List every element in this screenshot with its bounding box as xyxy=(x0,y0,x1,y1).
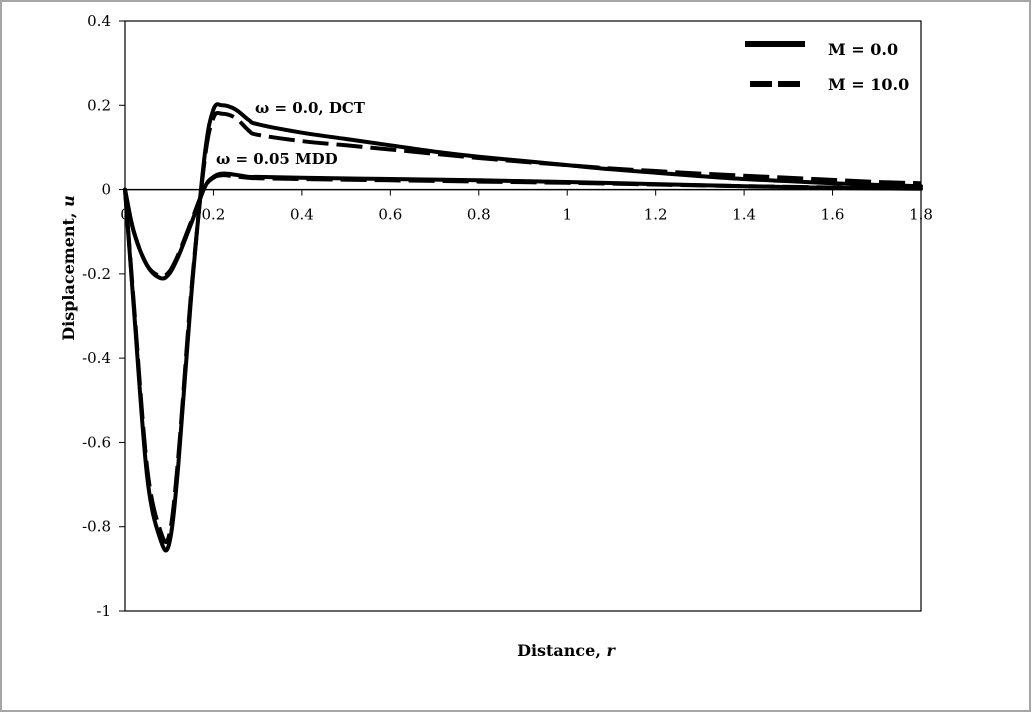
annotation-dct: ω = 0.0, DCT xyxy=(255,99,366,117)
annotations: ω = 0.0, DCT ω = 0.05 MDD xyxy=(216,99,366,168)
x-tick-label: 1.4 xyxy=(732,206,756,224)
annotation-mdd: ω = 0.05 MDD xyxy=(216,150,338,168)
y-tick-label: -1 xyxy=(96,602,111,620)
y-axis-title-var: u xyxy=(59,195,78,207)
legend-label-m0: M = 0.0 xyxy=(828,40,898,59)
legend-label-m10: M = 10.0 xyxy=(828,75,909,94)
series-line-m0-dct xyxy=(123,102,923,553)
y-axis-title: Displacement, u xyxy=(59,195,78,340)
x-tick-label: 1 xyxy=(562,206,572,224)
x-axis-title-var: r xyxy=(606,641,616,660)
x-tick-label: 0.2 xyxy=(202,206,226,224)
y-tick-label: -0.2 xyxy=(82,265,111,283)
series-line-m10-dct xyxy=(123,110,922,545)
x-axis-title: Distance, r xyxy=(517,641,616,660)
x-tick-label: 0.8 xyxy=(467,206,491,224)
y-tick-label: 0.2 xyxy=(87,96,111,114)
y-tick-label: 0 xyxy=(101,181,111,199)
y-axis-title-text: Displacement, xyxy=(59,207,78,341)
legend: M = 0.0 M = 10.0 xyxy=(745,40,909,94)
x-tick-label: 0.4 xyxy=(290,206,314,224)
plot-area xyxy=(124,20,922,612)
series-line-m10-mdd xyxy=(123,173,922,279)
y-tick-label: -0.6 xyxy=(82,433,111,451)
y-tick-label: -0.8 xyxy=(82,518,111,536)
axes: -1-0.8-0.6-0.4-0.200.20.40 0.2 0.4 0.6 0.8 1 1… xyxy=(82,12,933,620)
x-axis-title-text: Distance, xyxy=(517,641,606,660)
y-tick-label: -0.4 xyxy=(82,349,111,367)
x-tick-label: 1.6 xyxy=(821,206,845,224)
series-group xyxy=(123,102,923,553)
y-tick-label: 0.4 xyxy=(87,12,111,30)
x-tick-label: 1.2 xyxy=(644,206,668,224)
x-tick-label: 1.8 xyxy=(909,206,933,224)
x-tick-label: 0.6 xyxy=(378,206,402,224)
